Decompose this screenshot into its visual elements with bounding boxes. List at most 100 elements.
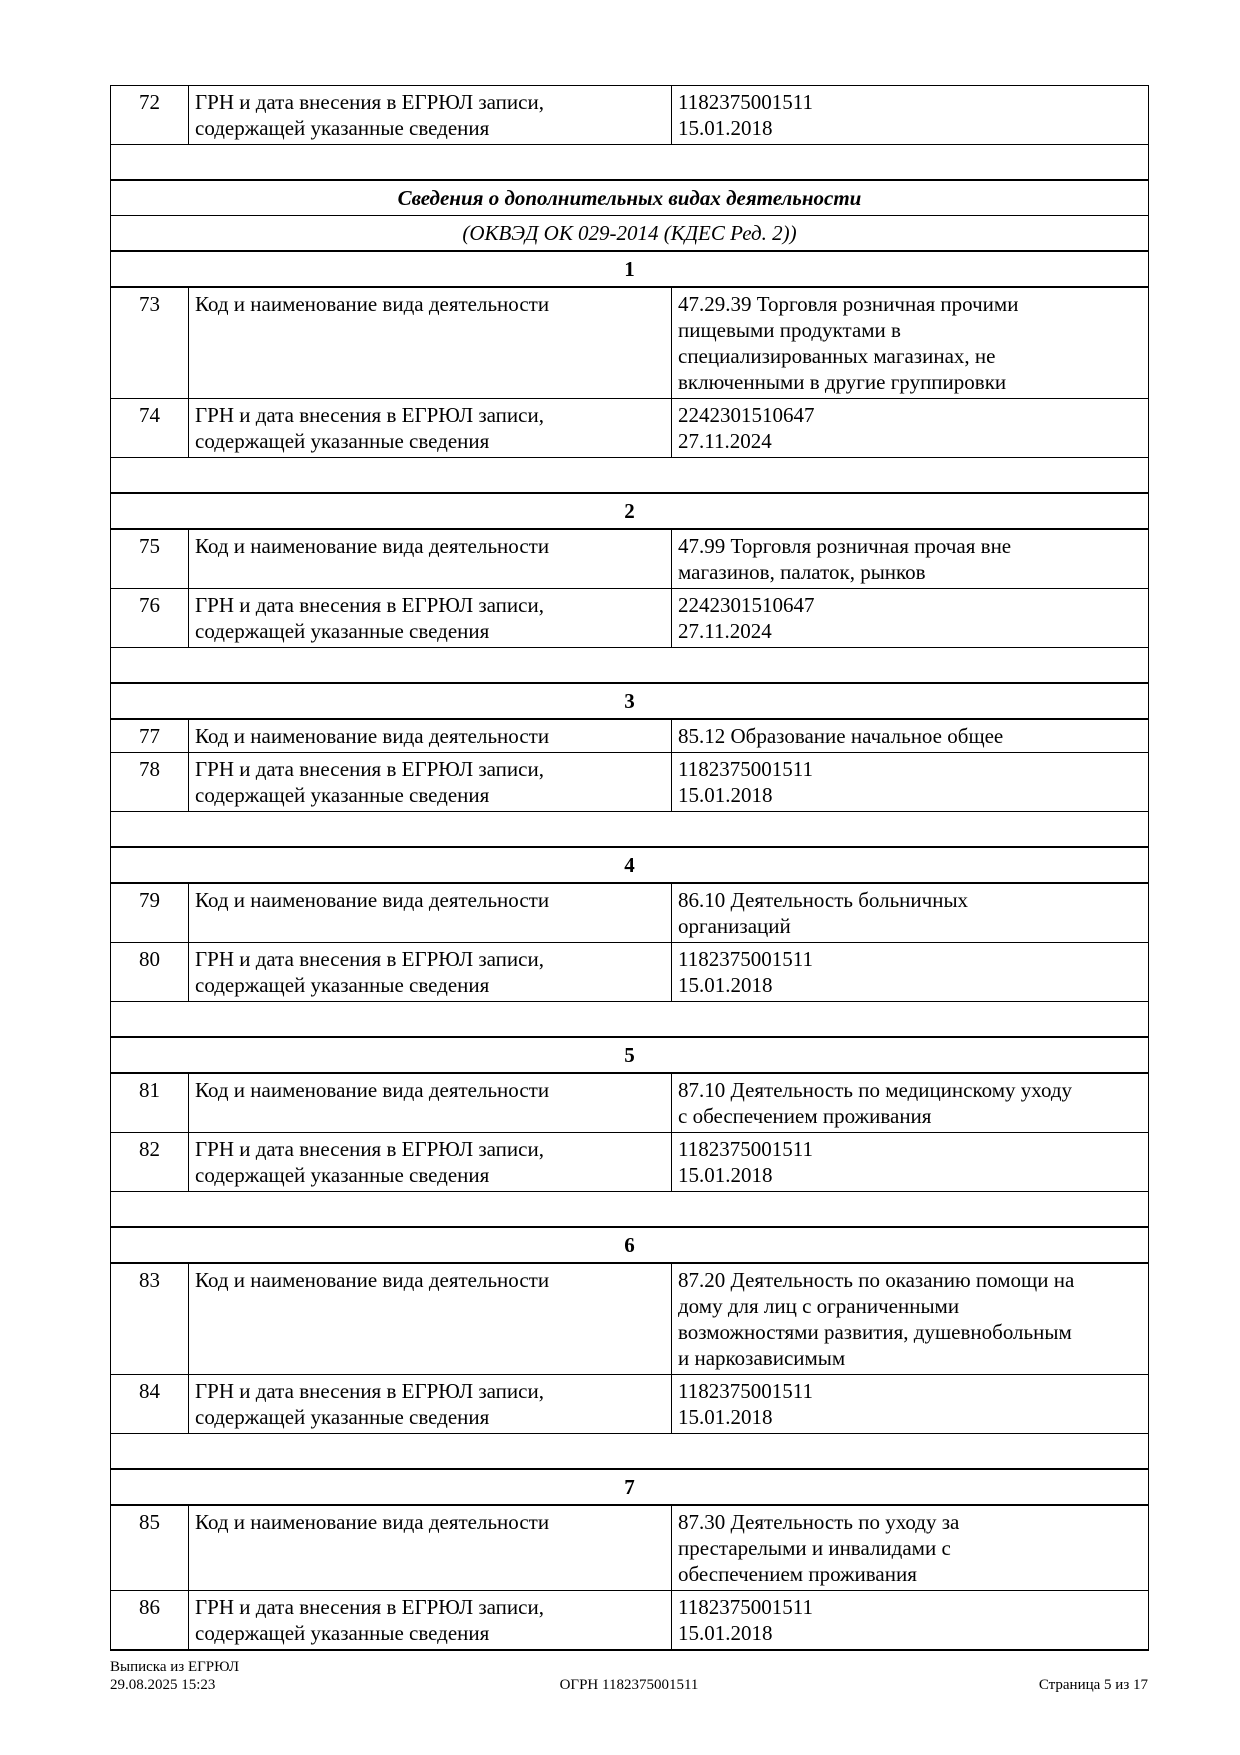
grn-number: 2242301510647 bbox=[678, 403, 815, 427]
entry-index: 3 bbox=[110, 682, 1149, 720]
entry-index-row: 3 bbox=[110, 682, 1149, 720]
entry-index: 1 bbox=[110, 250, 1149, 288]
field-label-cell: ГРН и дата внесения в ЕГРЮЛ записи, соде… bbox=[188, 1132, 672, 1192]
table-row-activity: 81 Код и наименование вида деятельности … bbox=[110, 1072, 1149, 1133]
spacer-row bbox=[110, 457, 1149, 494]
row-number-cell: 85 bbox=[110, 1504, 189, 1591]
spacer-cell bbox=[110, 811, 1149, 848]
footer-page-number: Страница 5 из 17 bbox=[1038, 1677, 1148, 1693]
field-value-cell: 87.30 Деятельность по уходу за престарел… bbox=[671, 1504, 1149, 1591]
table-row-grn: 78 ГРН и дата внесения в ЕГРЮЛ записи, с… bbox=[110, 752, 1149, 812]
grn-date: 27.11.2024 bbox=[678, 619, 772, 643]
section-title: Сведения о дополнительных видах деятельн… bbox=[110, 179, 1149, 216]
field-label-cell: Код и наименование вида деятельности bbox=[188, 1504, 672, 1591]
grn-number: 1182375001511 bbox=[678, 1379, 813, 1403]
field-value-cell: 47.99 Торговля розничная прочая вне мага… bbox=[671, 528, 1149, 589]
grn-date: 15.01.2018 bbox=[678, 1621, 773, 1645]
spacer-cell bbox=[110, 1433, 1149, 1470]
entry-index-row: 5 bbox=[110, 1036, 1149, 1074]
table-row-activity: 77 Код и наименование вида деятельности … bbox=[110, 718, 1149, 753]
field-label-cell: Код и наименование вида деятельности bbox=[188, 718, 672, 753]
table-row-grn: 80 ГРН и дата внесения в ЕГРЮЛ записи, с… bbox=[110, 942, 1149, 1002]
grn-number: 2242301510647 bbox=[678, 593, 815, 617]
grn-date: 15.01.2018 bbox=[678, 1405, 773, 1429]
footer-doc-name: Выписка из ЕГРЮЛ bbox=[110, 1659, 239, 1675]
entry-index-row: 2 bbox=[110, 492, 1149, 530]
spacer-cell bbox=[110, 647, 1149, 684]
entry-index: 7 bbox=[110, 1468, 1149, 1506]
grn-date: 15.01.2018 bbox=[678, 116, 773, 140]
grn-number: 1182375001511 bbox=[678, 1595, 813, 1619]
row-number-cell: 83 bbox=[110, 1262, 189, 1375]
page-footer: Выписка из ЕГРЮЛ 29.08.2025 15:23 ОГРН 1… bbox=[110, 1658, 1148, 1694]
section-subtitle-row: (ОКВЭД ОК 029-2014 (КДЕС Ред. 2)) bbox=[110, 215, 1149, 252]
entry-index: 6 bbox=[110, 1226, 1149, 1264]
field-label-cell: ГРН и дата внесения в ЕГРЮЛ записи, соде… bbox=[188, 85, 672, 145]
footer-ogrn: ОГРН 1182375001511 bbox=[559, 1677, 699, 1693]
row-number-cell: 72 bbox=[110, 85, 189, 145]
spacer-row bbox=[110, 647, 1149, 684]
spacer-cell bbox=[110, 144, 1149, 181]
field-value-cell: 87.10 Деятельность по медицинскому уходу… bbox=[671, 1072, 1149, 1133]
grn-number: 1182375001511 bbox=[678, 1137, 813, 1161]
spacer-row bbox=[110, 1001, 1149, 1038]
grn-date: 27.11.2024 bbox=[678, 429, 772, 453]
row-number-cell: 80 bbox=[110, 942, 189, 1002]
entry-index: 2 bbox=[110, 492, 1149, 530]
field-value-cell: 47.29.39 Торговля розничная прочими пище… bbox=[671, 286, 1149, 399]
row-number-cell: 76 bbox=[110, 588, 189, 648]
table-row-activity: 75 Код и наименование вида деятельности … bbox=[110, 528, 1149, 589]
entry-index-row: 4 bbox=[110, 846, 1149, 884]
grn-number: 1182375001511 bbox=[678, 757, 813, 781]
table-row-activity: 73 Код и наименование вида деятельности … bbox=[110, 286, 1149, 399]
row-number-cell: 79 bbox=[110, 882, 189, 943]
section-title-row: Сведения о дополнительных видах деятельн… bbox=[110, 179, 1149, 216]
spacer-cell bbox=[110, 1191, 1149, 1228]
entry-index-row: 6 bbox=[110, 1226, 1149, 1264]
field-value-cell: 1182375001511 15.01.2018 bbox=[671, 1132, 1149, 1192]
grn-date: 15.01.2018 bbox=[678, 973, 773, 997]
table-row-activity: 85 Код и наименование вида деятельности … bbox=[110, 1504, 1149, 1591]
field-value-cell: 1182375001511 15.01.2018 bbox=[671, 1590, 1149, 1651]
field-value-cell: 1182375001511 15.01.2018 bbox=[671, 1374, 1149, 1434]
table-row-grn: 86 ГРН и дата внесения в ЕГРЮЛ записи, с… bbox=[110, 1590, 1149, 1651]
field-label-cell: Код и наименование вида деятельности bbox=[188, 286, 672, 399]
field-label-cell: Код и наименование вида деятельности bbox=[188, 882, 672, 943]
egrul-extract-table: 72 ГРН и дата внесения в ЕГРЮЛ записи, с… bbox=[110, 85, 1149, 1651]
footer-left: Выписка из ЕГРЮЛ 29.08.2025 15:23 bbox=[110, 1658, 456, 1694]
field-value-cell: 85.12 Образование начальное общее bbox=[671, 718, 1149, 753]
table-row-grn: 82 ГРН и дата внесения в ЕГРЮЛ записи, с… bbox=[110, 1132, 1149, 1192]
table-row-activity: 83 Код и наименование вида деятельности … bbox=[110, 1262, 1149, 1375]
grn-date: 15.01.2018 bbox=[678, 783, 773, 807]
entry-index-row: 7 bbox=[110, 1468, 1149, 1506]
row-number-cell: 75 bbox=[110, 528, 189, 589]
grn-number: 1182375001511 bbox=[678, 947, 813, 971]
field-value-cell: 2242301510647 27.11.2024 bbox=[671, 588, 1149, 648]
spacer-row bbox=[110, 1191, 1149, 1228]
spacer-cell bbox=[110, 457, 1149, 494]
field-value-cell: 86.10 Деятельность больничных организаци… bbox=[671, 882, 1149, 943]
field-value-cell: 1182375001511 15.01.2018 bbox=[671, 85, 1149, 145]
row-number-cell: 82 bbox=[110, 1132, 189, 1192]
spacer-row bbox=[110, 811, 1149, 848]
table-row-grn: 84 ГРН и дата внесения в ЕГРЮЛ записи, с… bbox=[110, 1374, 1149, 1434]
entry-index: 5 bbox=[110, 1036, 1149, 1074]
section-subtitle: (ОКВЭД ОК 029-2014 (КДЕС Ред. 2)) bbox=[110, 215, 1149, 252]
field-value-cell: 2242301510647 27.11.2024 bbox=[671, 398, 1149, 458]
grn-number: 1182375001511 bbox=[678, 90, 813, 114]
table-row-activity: 79 Код и наименование вида деятельности … bbox=[110, 882, 1149, 943]
field-label-cell: ГРН и дата внесения в ЕГРЮЛ записи, соде… bbox=[188, 588, 672, 648]
field-label-cell: ГРН и дата внесения в ЕГРЮЛ записи, соде… bbox=[188, 398, 672, 458]
spacer-row bbox=[110, 1433, 1149, 1470]
row-number-cell: 86 bbox=[110, 1590, 189, 1651]
entry-index-row: 1 bbox=[110, 250, 1149, 288]
footer-datetime: 29.08.2025 15:23 bbox=[110, 1677, 216, 1693]
field-label-cell: ГРН и дата внесения в ЕГРЮЛ записи, соде… bbox=[188, 942, 672, 1002]
row-number-cell: 74 bbox=[110, 398, 189, 458]
spacer-cell bbox=[110, 1001, 1149, 1038]
spacer-row bbox=[110, 144, 1149, 181]
row-number-cell: 77 bbox=[110, 718, 189, 753]
table-row-grn: 74 ГРН и дата внесения в ЕГРЮЛ записи, с… bbox=[110, 398, 1149, 458]
field-label-cell: ГРН и дата внесения в ЕГРЮЛ записи, соде… bbox=[188, 752, 672, 812]
